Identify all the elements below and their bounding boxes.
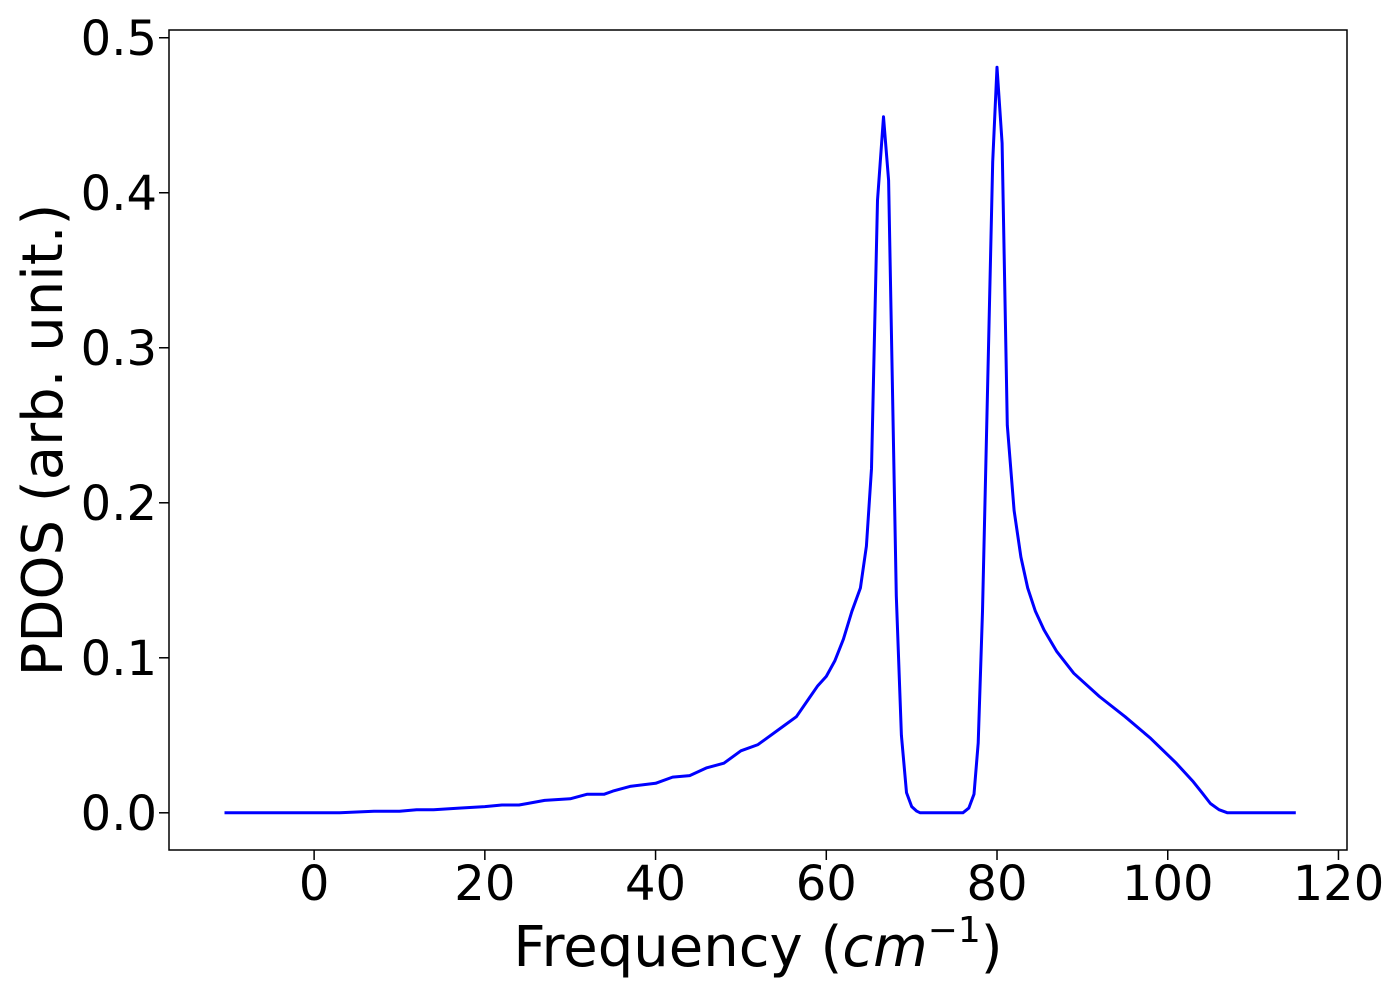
- x-tick-label: 0: [299, 856, 330, 912]
- x-tick-label: 40: [625, 856, 686, 912]
- y-axis-ticks: 0.0 0.1 0.2 0.3 0.4 0.5: [81, 11, 169, 842]
- x-tick-label: 80: [966, 856, 1027, 912]
- y-tick-label: 0.5: [81, 11, 157, 67]
- y-tick-label: 0.2: [81, 476, 157, 532]
- y-tick-label: 0.0: [81, 786, 157, 842]
- x-tick-label: 120: [1293, 856, 1385, 912]
- y-tick-label: 0.1: [81, 631, 157, 687]
- y-tick-label: 0.4: [81, 166, 157, 222]
- x-tick-label: 100: [1122, 856, 1214, 912]
- x-axis-title: Frequency (cm−1): [513, 910, 1002, 980]
- x-axis-ticks: 0 20 40 60 80 100 120: [299, 850, 1384, 912]
- y-tick-label: 0.3: [81, 321, 157, 377]
- x-tick-label: 60: [796, 856, 857, 912]
- series-line-pdos: [224, 65, 1296, 815]
- x-tick-label: 20: [454, 856, 515, 912]
- plot-area-frame: [168, 29, 1348, 851]
- y-axis-title: PDOS (arb. unit.): [11, 204, 76, 677]
